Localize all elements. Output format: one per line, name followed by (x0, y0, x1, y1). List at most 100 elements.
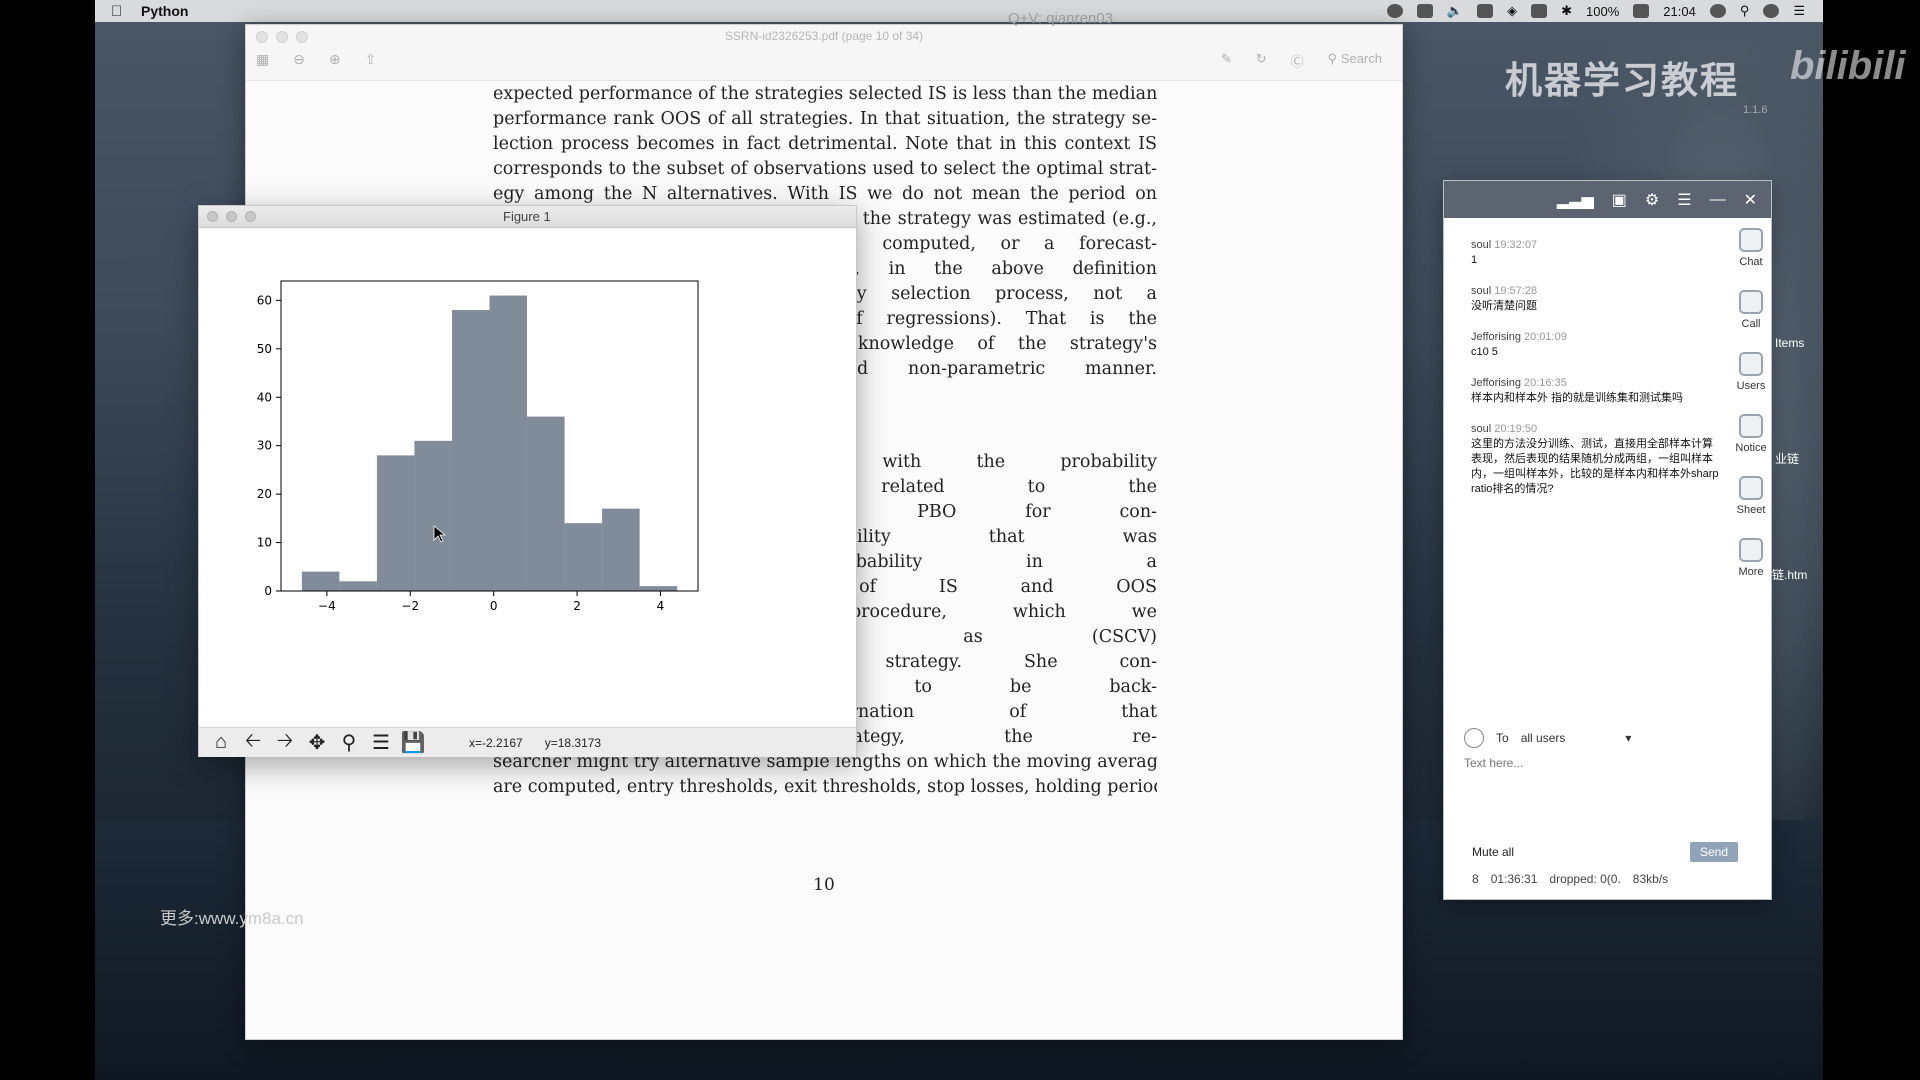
to-label: To (1496, 731, 1509, 745)
close-button[interactable] (256, 31, 268, 43)
sidebar-item-call[interactable]: Call (1739, 290, 1763, 342)
pdf-toolbar-right: ✎ ↻ Ⓒ ⚲ Search (1221, 51, 1382, 70)
volume-icon[interactable]: 🔈 (1446, 3, 1464, 18)
sidebar-item-label: Sheet (1736, 504, 1766, 516)
markup-icon[interactable]: ✎ (1220, 51, 1232, 66)
message-author: Jefforising (1471, 377, 1521, 389)
desktop-file-label[interactable]: 业链 (1775, 452, 1800, 466)
notification-center-icon[interactable]: ☰ (1793, 3, 1805, 18)
url-watermark: 更多:www.ym8a.cn (160, 909, 304, 928)
status-dropped: dropped: 0(0. (1549, 872, 1621, 886)
input-source-icon[interactable] (1531, 4, 1548, 18)
figure-zoom-button[interactable] (245, 211, 256, 222)
settings-icon[interactable]: ⚙ (1644, 191, 1660, 209)
y-tick-label: 20 (257, 487, 272, 501)
histogram-bar (639, 586, 678, 591)
message-text: 1 (1471, 254, 1478, 266)
emoji-icon[interactable] (1464, 728, 1484, 748)
configure-icon[interactable]: ☰ (372, 732, 390, 754)
chat-message: Jefforising 20:01:09 c10 5 (1471, 330, 1721, 360)
minimize-button[interactable] (276, 31, 288, 43)
minimize-icon[interactable]: — (1709, 190, 1726, 208)
bilibili-logo: bilibili (1790, 44, 1906, 88)
pdf-toolbar-left: ▦ ⊖ ⊕ ⇧ (256, 51, 376, 68)
chat-message: soul 19:32:07 1 (1471, 238, 1721, 268)
menu-bar:  Python 🔈 ◈ ✱ 100% 21:04 ⚲ ☰ (95, 0, 1823, 22)
status-count: 8 (1472, 872, 1479, 886)
cursor-coordinates: x=-2.2167 y=18.3173 (469, 736, 601, 750)
chat-icon (1739, 228, 1763, 252)
zoom-button[interactable] (296, 31, 308, 43)
home-icon[interactable]: ⌂ (214, 731, 228, 753)
users-icon (1738, 352, 1763, 376)
spotlight-icon[interactable]: ⚲ (1739, 3, 1750, 18)
pdf-text-line: searcher might try alternative sample le… (493, 752, 1157, 772)
x-tick-label: −4 (318, 599, 336, 613)
figure-close-button[interactable] (207, 211, 218, 222)
mute-all-toggle[interactable]: Mute all (1472, 845, 1515, 859)
pdf-text-line: egy among the N alternatives. With IS we… (493, 184, 1157, 204)
app-name[interactable]: Python (141, 3, 189, 19)
window-mode-icon[interactable]: ▣ (1611, 191, 1627, 209)
bluetooth-icon[interactable]: ✱ (1561, 3, 1573, 18)
wifi-icon[interactable]: ◈ (1507, 3, 1518, 18)
message-text: 这里的方法没分训练、测试，直接用全部样本计算表现，然后表现的结果随机分成两组，一… (1471, 438, 1719, 495)
rotate-icon[interactable]: ↻ (1255, 51, 1267, 66)
desktop-file-label[interactable]: Items (1775, 336, 1805, 350)
chat-message: Jefforising 20:16:35 样本内和样本外 指的就是训练集和测试集吗 (1471, 376, 1721, 406)
sidebar-item-users[interactable]: Users (1737, 352, 1765, 404)
figure-minimize-button[interactable] (226, 211, 237, 222)
message-text: 没听清楚问题 (1471, 300, 1537, 312)
message-text: c10 5 (1471, 346, 1498, 358)
notice-icon (1739, 414, 1763, 438)
status-area: 🔈 ◈ ✱ 100% 21:04 ⚲ ☰ (1386, 3, 1823, 19)
pan-icon[interactable]: ✥ (308, 732, 326, 754)
sidebar-item-sheet[interactable]: Sheet (1736, 476, 1766, 528)
mouse-cursor-icon (433, 525, 447, 543)
user-icon[interactable] (1709, 4, 1726, 18)
sidebar-item-label: Call (1741, 318, 1761, 330)
histogram-bar (527, 416, 565, 591)
desktop-file-label[interactable]: 链.htm (1772, 568, 1808, 582)
sidebar-item-notice[interactable]: Notice (1735, 414, 1767, 466)
sidebar-item-label: Notice (1735, 442, 1767, 454)
call-icon (1739, 290, 1763, 314)
forward-icon[interactable]: 🡢 (276, 729, 294, 752)
sidebar-item-chat[interactable]: Chat (1739, 228, 1763, 280)
annotate-icon[interactable]: Ⓒ (1290, 54, 1304, 69)
pdf-titlebar: SSRN-id2326253.pdf (page 10 of 34) ▦ ⊖ ⊕… (246, 25, 1402, 81)
screen-icon[interactable] (1477, 4, 1494, 18)
share-icon[interactable]: ⇧ (364, 51, 377, 67)
sidebar-item-more[interactable]: More (1738, 538, 1764, 590)
back-icon[interactable]: 🡠 (244, 729, 262, 752)
sidebar-toggle-icon[interactable]: ▦ (256, 51, 270, 67)
menu-icon[interactable]: ☰ (1677, 191, 1692, 209)
figure-canvas[interactable]: −4 −2 0 2 4 0 10 20 30 40 50 60 (199, 229, 856, 727)
message-input[interactable] (1464, 756, 1744, 770)
apple-icon[interactable]:  (111, 3, 127, 20)
histogram-bar (451, 310, 490, 591)
more-icon (1739, 538, 1763, 562)
message-author: soul (1471, 239, 1492, 251)
close-icon[interactable]: ✕ (1743, 191, 1757, 209)
siri-icon[interactable] (1763, 4, 1780, 18)
battery-percent[interactable]: 100% (1586, 3, 1620, 19)
zoom-icon[interactable]: ⚲ (341, 732, 357, 754)
save-icon[interactable]: 💾 (400, 732, 426, 754)
x-tick-label: 0 (490, 599, 498, 613)
pdf-search-field[interactable]: ⚲ Search (1327, 51, 1382, 66)
pdf-window-controls (256, 31, 308, 43)
zoom-in-icon[interactable]: ⊕ (328, 51, 341, 67)
sidebar-item-label: Chat (1739, 256, 1763, 268)
send-button[interactable]: Send (1689, 842, 1738, 862)
zoom-out-icon[interactable]: ⊖ (293, 51, 305, 67)
pdf-text-line: expected performance of the strategies s… (493, 84, 1157, 104)
clock[interactable]: 21:04 (1663, 3, 1696, 19)
message-time: 20:16:35 (1524, 377, 1567, 389)
y-tick-label: 0 (264, 584, 272, 598)
figure-titlebar: Figure 1 (199, 206, 856, 228)
recipient-select[interactable]: all users ▾ (1521, 731, 1632, 745)
sync-icon[interactable] (1386, 4, 1403, 18)
battery-icon[interactable] (1633, 4, 1650, 18)
shield-icon[interactable] (1416, 4, 1433, 18)
